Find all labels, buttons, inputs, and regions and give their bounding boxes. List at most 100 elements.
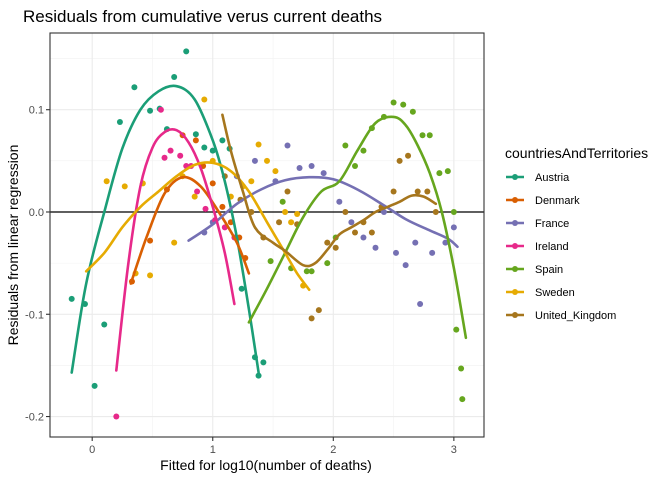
legend-key-point bbox=[512, 174, 518, 180]
data-point bbox=[336, 198, 343, 205]
legend-key-point bbox=[512, 312, 518, 318]
legend-label: France bbox=[535, 218, 569, 230]
y-tick-label: 0.1 bbox=[29, 105, 44, 117]
data-point bbox=[171, 239, 178, 246]
data-point bbox=[459, 396, 466, 403]
data-point bbox=[412, 239, 419, 246]
data-point bbox=[219, 203, 226, 210]
data-point bbox=[68, 295, 75, 302]
data-point bbox=[260, 359, 267, 366]
data-point bbox=[255, 372, 262, 379]
data-point bbox=[342, 142, 349, 149]
data-point bbox=[442, 239, 449, 246]
legend-item: Sweden bbox=[506, 287, 575, 299]
legend-key-point bbox=[512, 220, 518, 226]
data-point bbox=[315, 307, 322, 314]
smooth-curve-united-kingdom bbox=[221, 113, 438, 268]
legend-item: France bbox=[506, 218, 569, 230]
data-point bbox=[368, 229, 375, 236]
data-point bbox=[91, 382, 98, 389]
data-point bbox=[282, 208, 289, 215]
data-point bbox=[113, 413, 120, 420]
smooth-curve-ireland bbox=[115, 128, 236, 372]
data-point bbox=[296, 165, 303, 172]
data-point bbox=[324, 260, 331, 267]
data-point bbox=[417, 301, 424, 308]
data-point bbox=[171, 73, 178, 80]
data-point bbox=[308, 315, 315, 322]
data-point bbox=[380, 208, 387, 215]
smooth-curve-austria bbox=[70, 84, 260, 374]
data-point bbox=[147, 107, 154, 114]
data-point bbox=[121, 183, 128, 190]
legend-label: Spain bbox=[535, 264, 563, 276]
data-point bbox=[248, 178, 255, 185]
plot-panel: 0 1 2 3 -0.2 -0.1 0.0 0.1 bbox=[25, 32, 485, 456]
data-point bbox=[267, 258, 274, 265]
legend-key-point bbox=[512, 243, 518, 249]
y-tick-label: -0.1 bbox=[25, 309, 44, 321]
legend-item: Ireland bbox=[506, 241, 569, 253]
data-point bbox=[238, 285, 245, 292]
data-point bbox=[201, 96, 208, 103]
data-point bbox=[352, 229, 359, 236]
data-point bbox=[390, 188, 397, 195]
data-point bbox=[147, 272, 154, 279]
data-point bbox=[426, 132, 433, 139]
data-point bbox=[308, 268, 315, 275]
legend: countriesAndTerritories Austria Denmark Fr… bbox=[505, 145, 648, 322]
x-tick-label: 2 bbox=[330, 444, 336, 456]
data-point bbox=[352, 162, 359, 169]
data-point bbox=[284, 188, 291, 195]
data-point bbox=[402, 262, 409, 269]
legend-label: Sweden bbox=[535, 287, 575, 299]
series-points-france bbox=[201, 142, 457, 308]
data-point bbox=[332, 244, 339, 251]
smooth-curve-france bbox=[187, 175, 459, 249]
data-point bbox=[414, 188, 421, 195]
data-point bbox=[209, 180, 216, 187]
data-point bbox=[131, 84, 138, 91]
chart-title: Residuals from cumulative verus current … bbox=[23, 7, 382, 26]
data-point bbox=[161, 154, 168, 161]
data-point bbox=[360, 147, 367, 154]
legend-key-point bbox=[512, 266, 518, 272]
data-point bbox=[116, 118, 123, 125]
legend-item: Spain bbox=[506, 264, 563, 276]
x-tick-label: 1 bbox=[210, 444, 216, 456]
data-point bbox=[192, 131, 199, 138]
data-point bbox=[209, 147, 216, 154]
data-point bbox=[308, 162, 315, 169]
smooth-curve-denmark bbox=[129, 175, 251, 285]
data-point bbox=[372, 244, 379, 251]
data-point bbox=[251, 157, 258, 164]
data-point bbox=[450, 208, 457, 215]
data-point bbox=[201, 144, 208, 151]
y-axis-title: Residuals from linear regression bbox=[5, 145, 21, 346]
data-point bbox=[458, 365, 465, 372]
data-point bbox=[453, 326, 460, 333]
y-tick-label: 0.0 bbox=[29, 207, 44, 219]
y-tick-label: -0.2 bbox=[25, 412, 44, 424]
data-point bbox=[392, 249, 399, 256]
data-point bbox=[390, 99, 397, 106]
data-point bbox=[405, 152, 412, 159]
series-points-spain bbox=[267, 99, 466, 403]
data-point bbox=[396, 157, 403, 164]
panel-border bbox=[49, 32, 485, 438]
series-points-austria bbox=[68, 48, 267, 389]
data-point bbox=[419, 132, 426, 139]
data-point bbox=[147, 237, 154, 244]
data-point bbox=[177, 152, 184, 159]
data-point bbox=[436, 170, 443, 177]
data-point bbox=[424, 188, 431, 195]
data-point bbox=[450, 224, 457, 231]
legend-label: Denmark bbox=[535, 195, 580, 207]
x-tick-label: 3 bbox=[451, 444, 457, 456]
data-point bbox=[342, 208, 349, 215]
data-point bbox=[400, 101, 407, 108]
data-point bbox=[272, 168, 279, 175]
data-point bbox=[444, 168, 451, 175]
legend-title: countriesAndTerritories bbox=[505, 145, 648, 161]
data-point bbox=[202, 205, 209, 212]
